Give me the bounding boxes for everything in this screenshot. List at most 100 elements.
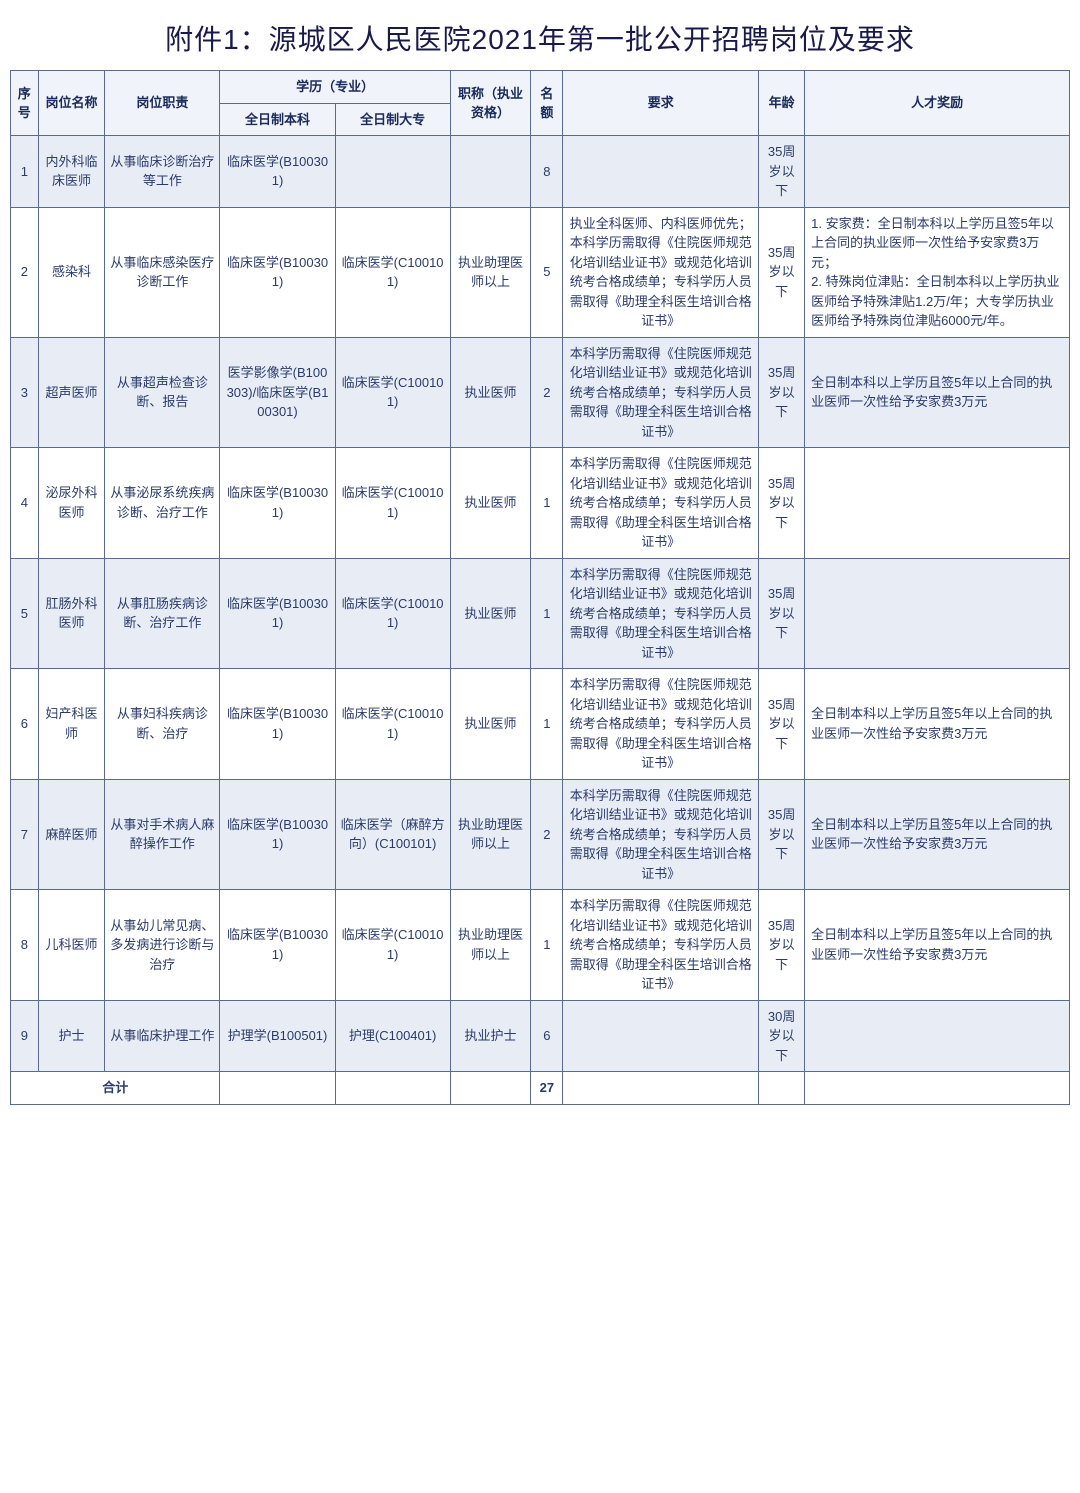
cell-dz: 临床医学（麻醉方向）(C100101) [335,779,450,890]
cell-quota: 1 [531,669,563,780]
cell-duty: 从事临床感染医疗诊断工作 [105,207,220,337]
th-age: 年龄 [759,71,805,136]
table-row: 9护士从事临床护理工作护理学(B100501)护理(C100401)执业护士63… [11,1000,1070,1072]
page-title: 附件1：源城区人民医院2021年第一批公开招聘岗位及要求 [10,18,1070,58]
cell-bk: 临床医学(B100301) [220,669,335,780]
cell-req: 本科学历需取得《住院医师规范化培训结业证书》或规范化培训统考合格成绩单；专科学历… [563,779,759,890]
total-quota: 27 [531,1072,563,1105]
cell-position: 儿科医师 [38,890,105,1001]
cell-req: 本科学历需取得《住院医师规范化培训结业证书》或规范化培训统考合格成绩单；专科学历… [563,448,759,559]
cell-award [805,1000,1070,1072]
cell-req: 本科学历需取得《住院医师规范化培训结业证书》或规范化培训统考合格成绩单；专科学历… [563,558,759,669]
cell-award: 1. 安家费：全日制本科以上学历且签5年以上合同的执业医师一次性给予安家费3万元… [805,207,1070,337]
cell-cert: 执业医师 [450,669,531,780]
cell-cert: 执业医师 [450,558,531,669]
cell-idx: 4 [11,448,39,559]
cell-idx: 5 [11,558,39,669]
th-duty: 岗位职责 [105,71,220,136]
cell-req: 本科学历需取得《住院医师规范化培训结业证书》或规范化培训统考合格成绩单；专科学历… [563,669,759,780]
cell-position: 感染科 [38,207,105,337]
cell-age: 30周岁以下 [759,1000,805,1072]
th-award: 人才奖励 [805,71,1070,136]
cell-bk: 临床医学(B100301) [220,207,335,337]
table-row: 8儿科医师从事幼儿常见病、多发病进行诊断与治疗临床医学(B100301)临床医学… [11,890,1070,1001]
cell-duty: 从事临床护理工作 [105,1000,220,1072]
cell-age: 35周岁以下 [759,448,805,559]
cell-idx: 7 [11,779,39,890]
cell-award: 全日制本科以上学历且签5年以上合同的执业医师一次性给予安家费3万元 [805,890,1070,1001]
cell-duty: 从事对手术病人麻醉操作工作 [105,779,220,890]
cell-idx: 8 [11,890,39,1001]
cell-duty: 从事临床诊断治疗等工作 [105,136,220,208]
cell-cert: 执业助理医师以上 [450,779,531,890]
cell-award: 全日制本科以上学历且签5年以上合同的执业医师一次性给予安家费3万元 [805,669,1070,780]
cell-quota: 1 [531,448,563,559]
cell-bk: 临床医学(B100301) [220,779,335,890]
cell-bk: 临床医学(B100301) [220,448,335,559]
cell-age: 35周岁以下 [759,779,805,890]
cell-age: 35周岁以下 [759,669,805,780]
cell-position: 泌尿外科医师 [38,448,105,559]
cell-duty: 从事妇科疾病诊断、治疗 [105,669,220,780]
cell-cert [450,136,531,208]
cell-quota: 1 [531,890,563,1001]
cell-req [563,136,759,208]
cell-dz [335,136,450,208]
cell-position: 妇产科医师 [38,669,105,780]
cell-bk: 临床医学(B100301) [220,136,335,208]
cell-dz: 临床医学(C100101) [335,669,450,780]
th-position: 岗位名称 [38,71,105,136]
cell-quota: 6 [531,1000,563,1072]
th-edu-bk: 全日制本科 [220,103,335,136]
total-empty [805,1072,1070,1105]
cell-req: 执业全科医师、内科医师优先；本科学历需取得《住院医师规范化培训结业证书》或规范化… [563,207,759,337]
total-empty [335,1072,450,1105]
total-empty [759,1072,805,1105]
total-label: 合计 [11,1072,220,1105]
cell-duty: 从事幼儿常见病、多发病进行诊断与治疗 [105,890,220,1001]
cell-bk: 临床医学(B100301) [220,558,335,669]
th-quota: 名额 [531,71,563,136]
cell-age: 35周岁以下 [759,890,805,1001]
cell-position: 超声医师 [38,337,105,448]
cell-position: 内外科临床医师 [38,136,105,208]
table-row: 7麻醉医师从事对手术病人麻醉操作工作临床医学(B100301)临床医学（麻醉方向… [11,779,1070,890]
cell-position: 护士 [38,1000,105,1072]
cell-age: 35周岁以下 [759,337,805,448]
cell-age: 35周岁以下 [759,558,805,669]
cell-dz: 临床医学(C100101) [335,890,450,1001]
table-row: 6妇产科医师从事妇科疾病诊断、治疗临床医学(B100301)临床医学(C1001… [11,669,1070,780]
cell-cert: 执业助理医师以上 [450,207,531,337]
cell-position: 麻醉医师 [38,779,105,890]
cell-dz: 临床医学(C100101) [335,337,450,448]
cell-quota: 2 [531,337,563,448]
cell-award [805,558,1070,669]
total-empty [220,1072,335,1105]
table-body: 1内外科临床医师从事临床诊断治疗等工作临床医学(B100301)835周岁以下2… [11,136,1070,1105]
th-cert: 职称（执业资格） [450,71,531,136]
table-row: 1内外科临床医师从事临床诊断治疗等工作临床医学(B100301)835周岁以下 [11,136,1070,208]
total-empty [450,1072,531,1105]
cell-position: 肛肠外科医师 [38,558,105,669]
cell-req: 本科学历需取得《住院医师规范化培训结业证书》或规范化培训统考合格成绩单；专科学历… [563,337,759,448]
cell-age: 35周岁以下 [759,207,805,337]
cell-cert: 执业助理医师以上 [450,890,531,1001]
table-row: 5肛肠外科医师从事肛肠疾病诊断、治疗工作临床医学(B100301)临床医学(C1… [11,558,1070,669]
cell-req [563,1000,759,1072]
th-req: 要求 [563,71,759,136]
cell-bk: 医学影像学(B100303)/临床医学(B100301) [220,337,335,448]
recruitment-table: 序号 岗位名称 岗位职责 学历（专业） 职称（执业资格） 名额 要求 年龄 人才… [10,70,1070,1105]
cell-idx: 2 [11,207,39,337]
cell-req: 本科学历需取得《住院医师规范化培训结业证书》或规范化培训统考合格成绩单；专科学历… [563,890,759,1001]
cell-duty: 从事超声检查诊断、报告 [105,337,220,448]
cell-dz: 临床医学(C100101) [335,448,450,559]
cell-idx: 1 [11,136,39,208]
cell-duty: 从事泌尿系统疾病诊断、治疗工作 [105,448,220,559]
cell-idx: 6 [11,669,39,780]
cell-award [805,136,1070,208]
table-header: 序号 岗位名称 岗位职责 学历（专业） 职称（执业资格） 名额 要求 年龄 人才… [11,71,1070,136]
cell-dz: 临床医学(C100101) [335,207,450,337]
th-edu-dz: 全日制大专 [335,103,450,136]
th-edu-group: 学历（专业） [220,71,450,104]
cell-idx: 3 [11,337,39,448]
